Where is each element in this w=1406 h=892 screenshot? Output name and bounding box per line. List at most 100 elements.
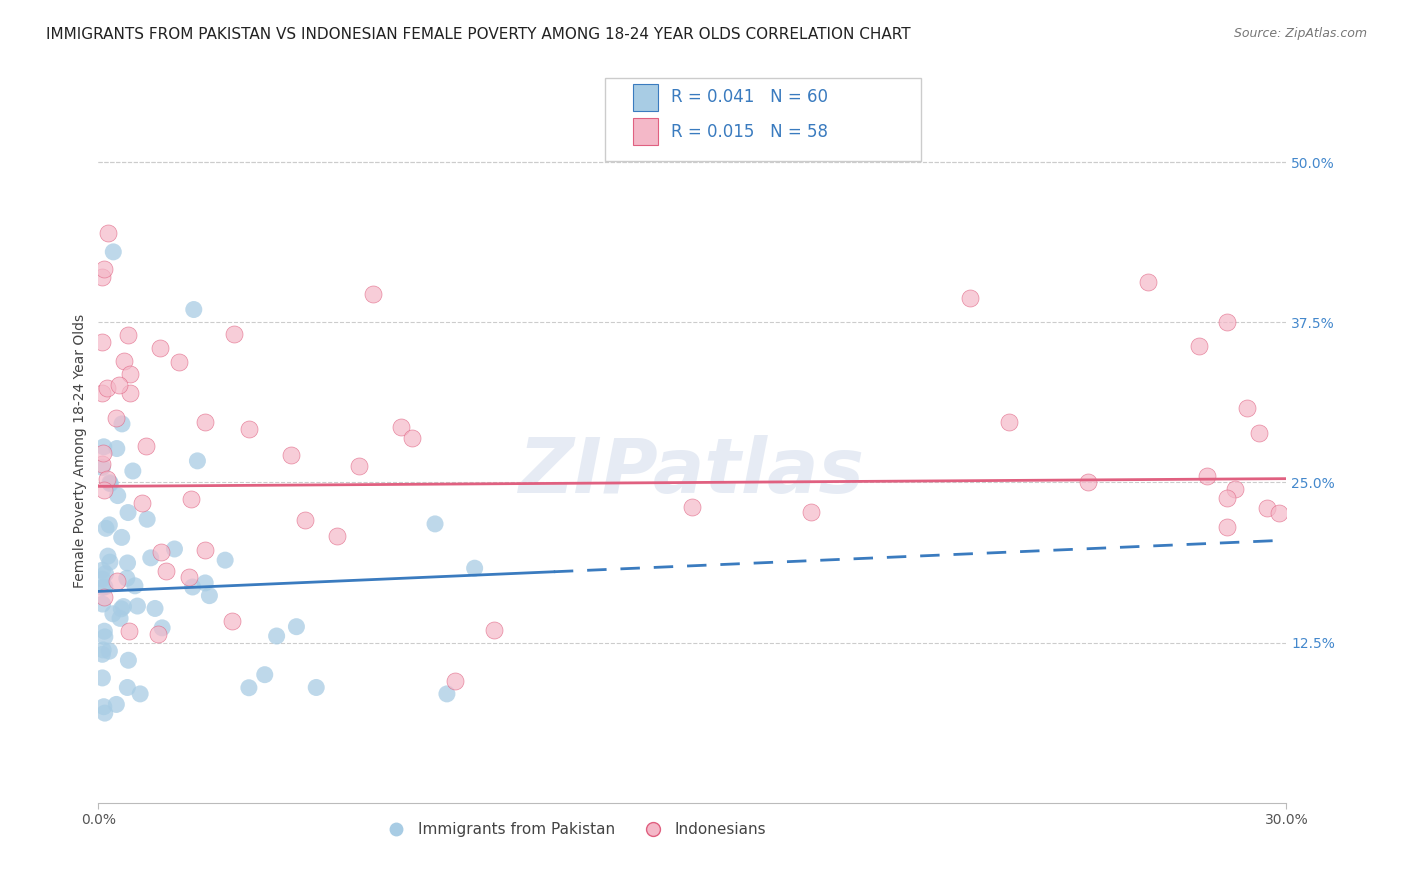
Point (91, 334, 114, 349)
Point (91, 563, 114, 577)
Point (294, 513, 316, 527)
Point (253, 667, 276, 681)
Point (221, 615, 243, 629)
Point (194, 576, 217, 591)
Point (305, 681, 328, 695)
Point (222, 326, 245, 341)
Point (112, 353, 135, 368)
Point (121, 464, 143, 478)
Point (1216, 315, 1239, 329)
Point (105, 698, 128, 712)
Point (484, 623, 506, 637)
Point (108, 611, 131, 625)
Point (998, 415, 1021, 429)
Point (183, 302, 205, 317)
Point (91, 671, 114, 685)
Point (93, 483, 115, 497)
Point (423, 516, 446, 531)
Point (238, 422, 260, 436)
Point (1216, 491, 1239, 506)
Point (1077, 475, 1099, 489)
Point (91, 457, 114, 471)
Point (118, 624, 141, 639)
Point (93, 624, 115, 639)
Point (180, 492, 202, 507)
Point (94, 521, 117, 535)
Point (98, 517, 121, 532)
Point (101, 607, 124, 621)
Point (110, 602, 132, 616)
Point (112, 599, 135, 614)
Point (98, 644, 121, 658)
Point (111, 530, 134, 544)
Point (96, 381, 118, 395)
Point (94, 630, 117, 644)
Point (93, 262, 115, 277)
Point (91, 270, 114, 285)
Point (97, 549, 120, 563)
Point (155, 564, 177, 578)
Text: IMMIGRANTS FROM PAKISTAN VS INDONESIAN FEMALE POVERTY AMONG 18-24 YEAR OLDS CORR: IMMIGRANTS FROM PAKISTAN VS INDONESIAN F… (46, 27, 911, 42)
Point (149, 341, 172, 355)
Point (91, 572, 114, 586)
Point (280, 448, 302, 462)
Point (464, 561, 486, 575)
Point (105, 410, 128, 425)
Point (115, 571, 138, 585)
Text: R = 0.041   N = 60: R = 0.041 N = 60 (671, 88, 828, 106)
Point (91, 581, 114, 595)
Point (238, 681, 260, 695)
Legend: Immigrants from Pakistan, Indonesians: Immigrants from Pakistan, Indonesians (375, 816, 772, 843)
Point (1136, 276, 1159, 290)
Y-axis label: Female Poverty Among 18-24 Year Olds: Female Poverty Among 18-24 Year Olds (73, 313, 87, 588)
Point (93, 591, 115, 605)
Point (117, 653, 139, 667)
Point (139, 550, 162, 565)
Point (181, 580, 204, 594)
Point (1197, 469, 1219, 483)
Point (97, 226, 120, 240)
Point (1247, 425, 1270, 440)
Point (177, 569, 200, 583)
Point (198, 589, 221, 603)
Point (111, 417, 134, 431)
Point (124, 579, 146, 593)
Point (146, 626, 169, 640)
Point (94, 580, 117, 594)
Point (214, 553, 236, 567)
Point (169, 354, 191, 368)
Point (389, 419, 412, 434)
Point (117, 556, 139, 570)
Point (401, 431, 423, 445)
Point (98, 555, 121, 569)
Point (135, 439, 157, 453)
Point (117, 681, 139, 695)
Point (1236, 401, 1258, 415)
Point (136, 512, 159, 526)
Point (91, 597, 114, 611)
Point (127, 599, 149, 613)
Point (143, 601, 166, 615)
Point (117, 506, 139, 520)
Point (107, 489, 129, 503)
Point (91, 385, 114, 400)
Text: ZIPatlas: ZIPatlas (519, 434, 866, 508)
Point (94, 566, 117, 581)
Point (117, 328, 139, 343)
Point (91, 460, 114, 475)
Point (91, 446, 114, 460)
Point (347, 459, 370, 474)
Point (285, 620, 308, 634)
Point (193, 542, 215, 557)
Point (103, 244, 125, 259)
Point (800, 505, 823, 519)
Point (93, 440, 115, 454)
Point (436, 687, 458, 701)
Point (266, 629, 288, 643)
Point (131, 496, 153, 510)
Point (98, 475, 121, 490)
Point (186, 454, 208, 468)
Point (194, 415, 217, 429)
Text: Source: ZipAtlas.com: Source: ZipAtlas.com (1233, 27, 1367, 40)
Point (1256, 501, 1278, 516)
